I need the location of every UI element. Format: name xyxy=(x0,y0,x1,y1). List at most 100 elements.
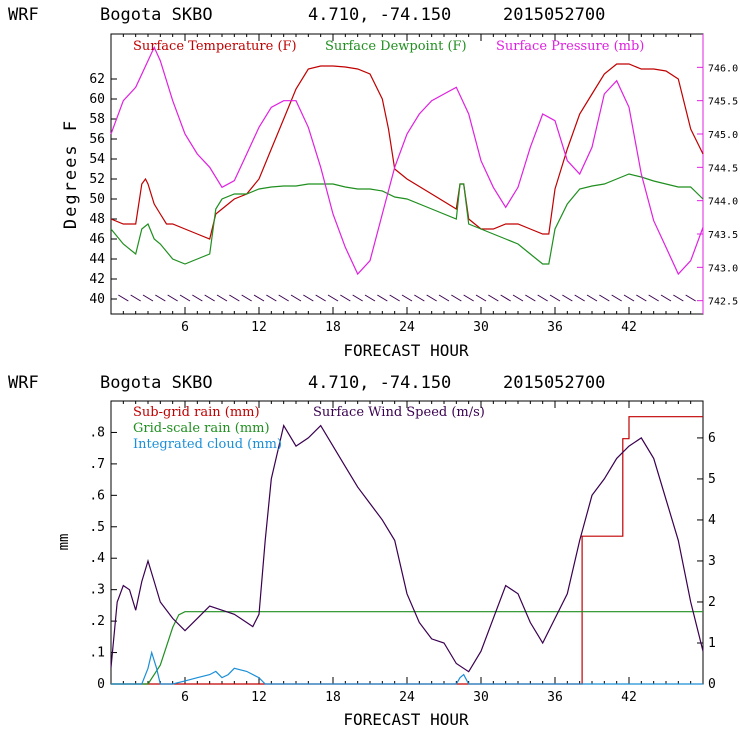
panel-2-header-station: Bogota SKBO xyxy=(100,373,213,393)
wind-barb xyxy=(537,294,548,302)
wind-barb xyxy=(364,294,376,302)
panel-2-header-model: WRF xyxy=(8,373,39,393)
wind-barb xyxy=(241,294,252,302)
wind-barb xyxy=(216,294,228,302)
x-tick-label: 18 xyxy=(325,690,341,705)
y2-tick-label: 743.5 xyxy=(708,230,738,241)
wind-barb xyxy=(463,294,474,302)
x-tick-label: 18 xyxy=(325,320,341,335)
x-tick-label: 6 xyxy=(181,320,189,335)
y-tick-label: .8 xyxy=(89,425,105,440)
panel-1-y2-ticks: 742.5 743.0 743.5 744.0 744.5 745.0 745.5 746.0 xyxy=(697,63,738,308)
pressure-line xyxy=(110,45,704,276)
wind-barb xyxy=(204,294,215,302)
x-tick-label: 42 xyxy=(621,690,637,705)
y-tick-label: 50 xyxy=(89,192,105,207)
y2-tick-label: 745.5 xyxy=(708,97,738,108)
y2-tick-label: 743.0 xyxy=(708,263,738,274)
y-tick-label: 0 xyxy=(97,677,105,692)
panel-2-x-axis-label: FORECAST HOUR xyxy=(343,710,469,729)
wind-barb xyxy=(266,294,277,302)
x-tick-label: 12 xyxy=(251,690,267,705)
wind-barb xyxy=(253,294,265,302)
x-tick-label: 36 xyxy=(547,320,563,335)
y-tick-label: 56 xyxy=(89,132,105,147)
wind-barb xyxy=(611,294,622,302)
wind-barb xyxy=(500,294,511,302)
y2-tick-label: 2 xyxy=(708,595,716,610)
x-tick-label: 36 xyxy=(547,690,563,705)
panel-2-series xyxy=(110,416,704,685)
y-tick-label: 46 xyxy=(89,232,105,247)
wind-barb xyxy=(414,294,425,302)
wind-barb xyxy=(303,294,314,302)
wind-barb xyxy=(685,294,696,302)
wind-barb xyxy=(451,294,462,302)
wind-barb xyxy=(673,294,684,302)
y2-tick-label: 746.0 xyxy=(708,63,738,74)
temperature-line xyxy=(110,63,704,240)
wind-barb xyxy=(549,294,561,302)
panel-2-header-init: 2015052700 xyxy=(503,373,605,393)
wind-barb xyxy=(179,294,191,302)
y-tick-label: 48 xyxy=(89,212,105,227)
panel-1-header-init: 2015052700 xyxy=(503,5,605,25)
integrated-cloud-line xyxy=(111,650,703,685)
y-tick-label: 40 xyxy=(89,292,105,307)
wind-barb xyxy=(426,294,437,302)
x-tick-label: 30 xyxy=(473,690,489,705)
y2-tick-label: 744.0 xyxy=(708,197,738,208)
wind-barb xyxy=(623,294,635,302)
y-tick-label: .4 xyxy=(89,551,105,566)
wind-barb xyxy=(352,294,363,302)
legend-gridscale-rain: Grid-scale rain (mm) xyxy=(133,421,270,436)
wind-barb xyxy=(562,294,573,302)
wind-barb xyxy=(525,294,536,302)
panel-1-header-model: WRF xyxy=(8,5,39,25)
wind-barb xyxy=(599,294,610,302)
x-tick-label: 6 xyxy=(181,690,189,705)
legend-integrated-cloud: Integrated cloud (mm) xyxy=(133,437,282,452)
x-tick-label: 42 xyxy=(621,320,637,335)
wind-barb xyxy=(167,294,178,302)
y2-tick-label: 1 xyxy=(708,636,716,651)
wind-barb xyxy=(660,294,672,302)
panel-1-x-ticks: 6 12 18 24 30 36 42 xyxy=(122,34,692,335)
panel-1-header-station: Bogota SKBO xyxy=(100,5,213,25)
y-tick-label: .3 xyxy=(89,583,105,598)
wind-barb xyxy=(586,294,598,302)
y-tick-label: .5 xyxy=(89,520,105,535)
y2-tick-label: 0 xyxy=(708,677,716,692)
y2-tick-label: 744.5 xyxy=(708,163,738,174)
y-tick-label: 62 xyxy=(89,72,105,87)
panel-1: WRF Bogota SKBO 4.710, -74.150 201505270… xyxy=(8,5,738,360)
wind-barb xyxy=(192,294,203,302)
panel-1-series xyxy=(110,45,704,276)
y-tick-label: 54 xyxy=(89,152,105,167)
wind-barb xyxy=(130,294,141,302)
panel-2-y-axis-label: mm xyxy=(56,534,72,551)
panel-2-header-coords: 4.710, -74.150 xyxy=(308,373,451,393)
wind-barb xyxy=(438,294,450,302)
subgrid-rain-line xyxy=(111,416,703,685)
panel-2-y2-ticks: 0 1 2 3 4 5 6 xyxy=(697,431,716,692)
y2-tick-label: 745.0 xyxy=(708,130,738,141)
y2-tick-label: 742.5 xyxy=(708,297,738,308)
wind-barb xyxy=(488,294,499,302)
panel-1-x-axis-label: FORECAST HOUR xyxy=(343,341,469,360)
y-tick-label: .1 xyxy=(89,646,105,661)
y2-tick-label: 6 xyxy=(708,431,716,446)
x-tick-label: 24 xyxy=(399,320,415,335)
panel-1-y-ticks: 40 42 44 46 48 50 52 54 56 58 60 62 xyxy=(89,72,117,307)
wind-barbs xyxy=(118,294,696,302)
wind-barb xyxy=(475,294,487,302)
wind-barb xyxy=(340,294,351,302)
y-tick-label: 44 xyxy=(89,252,105,267)
panel-1-header-coords: 4.710, -74.150 xyxy=(308,5,451,25)
wind-barb xyxy=(278,294,289,302)
legend-wind-speed: Surface Wind Speed (m/s) xyxy=(313,405,485,420)
y-tick-label: 52 xyxy=(89,172,105,187)
y-tick-label: 58 xyxy=(89,112,105,127)
panel-2-y-ticks: 0 .1 .2 .3 .4 .5 .6 .7 .8 xyxy=(89,425,117,692)
y2-tick-label: 5 xyxy=(708,472,716,487)
